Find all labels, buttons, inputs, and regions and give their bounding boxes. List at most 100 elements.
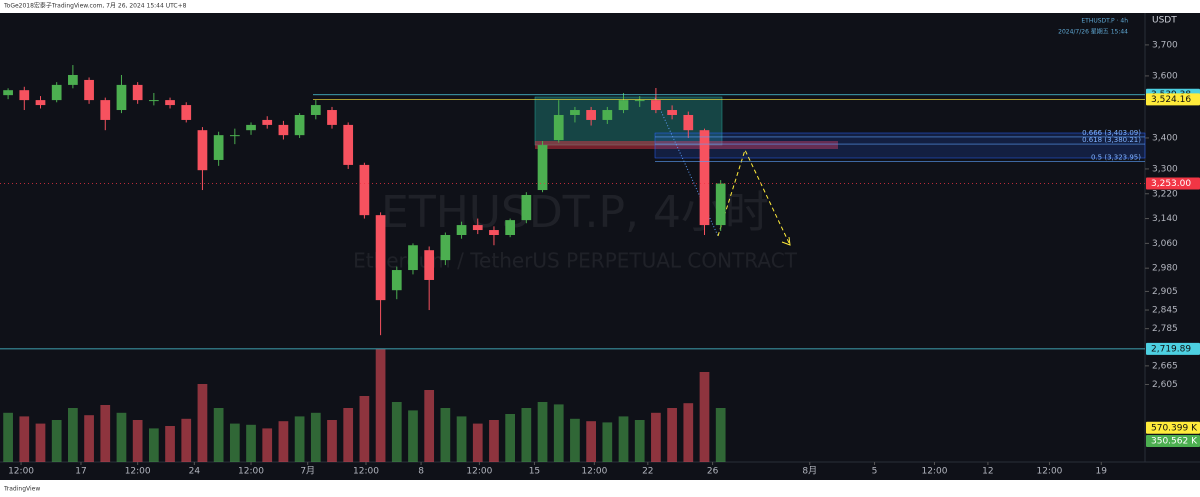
volume-bar [116, 412, 127, 462]
x-tick-label: 12:00 [238, 467, 264, 477]
projection-arrow [781, 236, 791, 246]
candle-body [424, 250, 435, 280]
candle-body [197, 130, 208, 171]
x-tick-label: 12 [982, 467, 993, 477]
fib-label: 0.618 (3,380.21) [1082, 136, 1141, 144]
candle-body [132, 84, 143, 101]
candle-body [116, 84, 127, 111]
candle-body [148, 100, 159, 102]
x-tick-label: 12:00 [581, 467, 607, 477]
projection-path [717, 148, 791, 246]
volume-bar [505, 414, 516, 462]
candle-body [84, 79, 94, 101]
x-tick-label: 5 [872, 467, 878, 477]
volume-bar [35, 423, 46, 462]
candle-body [262, 119, 273, 125]
watermark-title: ETHUSDT.P, 4小时 [381, 187, 769, 238]
volume-bar [651, 412, 661, 462]
candle-body [327, 110, 337, 125]
volume-bar [521, 408, 532, 462]
candle-body [586, 110, 596, 120]
volume-bar [51, 420, 62, 462]
candle-body [505, 220, 516, 235]
volume-bar [408, 410, 418, 462]
candle-body [35, 100, 46, 106]
volume-bar [472, 423, 483, 462]
volume-bar [84, 415, 94, 462]
header: ToGe2018宏泰子TradingView.com, 7月 26, 2024 … [3, 2, 187, 10]
y-tick-label: 2,605 [1152, 380, 1178, 390]
candle-body [602, 110, 613, 120]
x-tick-label: 7月 [300, 466, 315, 477]
candle-body [521, 194, 532, 221]
volume-tag [1146, 421, 1200, 434]
volume-bar [667, 408, 677, 462]
volume-bar [586, 421, 596, 462]
volume-bar [537, 402, 548, 462]
candle-body [391, 270, 402, 291]
volume-bar [100, 405, 111, 462]
candle-body [553, 114, 564, 141]
candle-body [699, 130, 710, 226]
symbol-label: ETHUSDT.P · 4h [1081, 18, 1128, 25]
candle-body [3, 90, 13, 96]
volume-bar [213, 408, 224, 462]
candle-body [683, 114, 694, 131]
price-tag [1146, 93, 1200, 106]
volume-bar [699, 372, 710, 462]
y-tick-label: 3,220 [1152, 189, 1178, 199]
volume-bar [343, 408, 354, 462]
x-tick-label: 8月 [802, 466, 817, 477]
footer-logo: TradingView [3, 486, 40, 493]
candle-body [343, 124, 354, 165]
x-tick-label: 26 [707, 467, 719, 477]
volume-bar [375, 349, 386, 462]
candle-body [715, 183, 726, 226]
candle-body [213, 135, 224, 160]
volume-bar [424, 390, 435, 462]
volume-bar [165, 426, 175, 462]
x-tick-label: 12:00 [8, 467, 34, 477]
x-tick-label: 24 [189, 467, 201, 477]
candle-body [165, 100, 175, 106]
volume-bar [602, 422, 613, 462]
candle-body [456, 225, 467, 235]
chart-background [0, 13, 1200, 480]
x-tick-label: 12:00 [921, 467, 947, 477]
y-tick-label: 2,845 [1152, 306, 1178, 316]
candle-body [489, 230, 499, 235]
candle-body [375, 215, 386, 301]
price-tag [1146, 177, 1200, 190]
volume-bar [553, 404, 564, 462]
candle-body [618, 100, 629, 111]
y-tick-label: 3,300 [1152, 164, 1178, 174]
candle-body [51, 84, 62, 101]
candle-body [310, 105, 321, 115]
candle-body [537, 145, 548, 191]
x-tick-label: 12:00 [125, 467, 151, 477]
candle-body [68, 74, 78, 85]
volume-bar [148, 428, 159, 462]
volume-bar [278, 421, 289, 462]
x-tick-label: 12:00 [466, 467, 492, 477]
y-tick-label: 3,060 [1152, 239, 1178, 249]
price-tag [1146, 342, 1200, 355]
volume-tag-label: 350.562 K [1151, 436, 1198, 446]
volume-tag [1146, 434, 1200, 447]
watermark-subtitle: Ethereum / TetherUS PERPETUAL CONTRACT [353, 249, 798, 273]
y-tick-label: 3,700 [1152, 40, 1178, 50]
fib-label: 0.5 (3,323.95) [1091, 154, 1141, 162]
volume-tag-label: 570.399 K [1151, 423, 1198, 433]
volume-bar [19, 416, 30, 462]
x-tick-label: 8 [418, 467, 424, 477]
x-tick-label: 12:00 [1036, 467, 1062, 477]
x-tick-label: 15 [529, 467, 540, 477]
candle-body [667, 110, 677, 115]
y-tick-label: 2,665 [1152, 361, 1178, 371]
volume-bar [294, 416, 305, 462]
candle-body [181, 105, 192, 120]
axis-unit: USDT [1152, 16, 1177, 26]
y-tick-label: 2,905 [1152, 287, 1178, 297]
datetime: 2024/7/26 星期五 15:44 [1058, 28, 1128, 36]
candle-body [19, 90, 30, 101]
